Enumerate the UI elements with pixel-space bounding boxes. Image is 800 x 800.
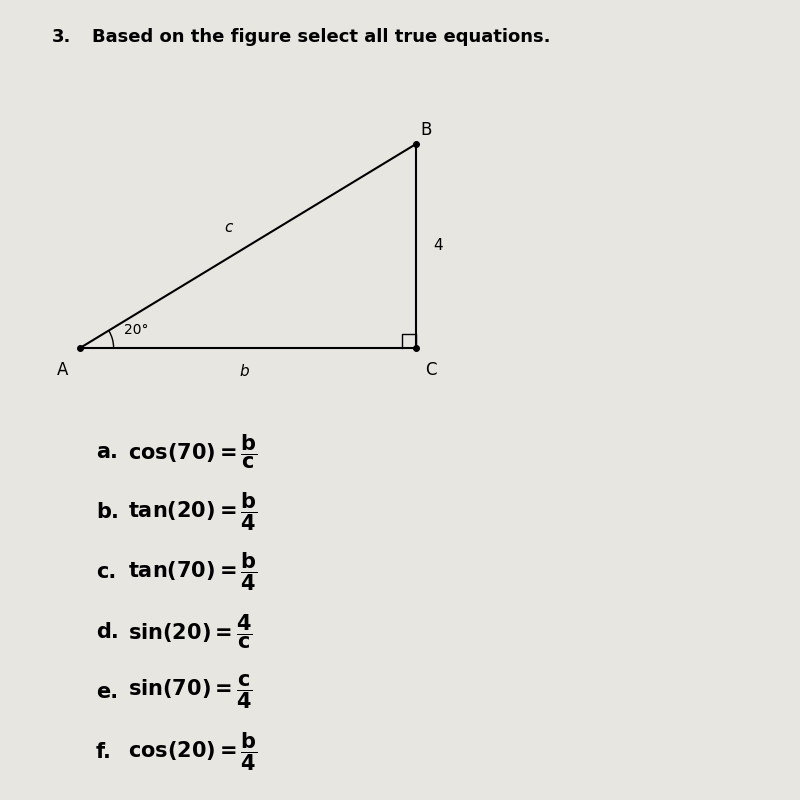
Text: f.: f. — [96, 742, 112, 762]
Text: c.: c. — [96, 562, 116, 582]
Text: d.: d. — [96, 622, 118, 642]
Text: $\mathbf{tan(70)=\dfrac{b}{4}}$: $\mathbf{tan(70)=\dfrac{b}{4}}$ — [128, 550, 258, 594]
Text: Based on the figure select all true equations.: Based on the figure select all true equa… — [92, 28, 550, 46]
Text: $\mathbf{cos(70)=\dfrac{b}{c}}$: $\mathbf{cos(70)=\dfrac{b}{c}}$ — [128, 433, 258, 471]
Text: $\mathbf{cos(20)=\dfrac{b}{4}}$: $\mathbf{cos(20)=\dfrac{b}{4}}$ — [128, 730, 258, 774]
Text: e.: e. — [96, 682, 118, 702]
Text: c: c — [224, 221, 232, 235]
Text: $\mathbf{tan(20)=\dfrac{b}{4}}$: $\mathbf{tan(20)=\dfrac{b}{4}}$ — [128, 490, 258, 534]
Text: a.: a. — [96, 442, 118, 462]
Text: 20°: 20° — [124, 322, 148, 337]
Text: 4: 4 — [434, 238, 443, 253]
Text: B: B — [420, 121, 431, 138]
Text: b: b — [239, 365, 249, 379]
Text: $\mathbf{sin(70)=\dfrac{c}{4}}$: $\mathbf{sin(70)=\dfrac{c}{4}}$ — [128, 673, 253, 711]
Text: A: A — [57, 362, 68, 379]
Text: $\mathbf{sin(20)=\dfrac{4}{c}}$: $\mathbf{sin(20)=\dfrac{4}{c}}$ — [128, 613, 253, 651]
Text: 3.: 3. — [52, 28, 71, 46]
Text: C: C — [425, 362, 436, 379]
Text: b.: b. — [96, 502, 119, 522]
